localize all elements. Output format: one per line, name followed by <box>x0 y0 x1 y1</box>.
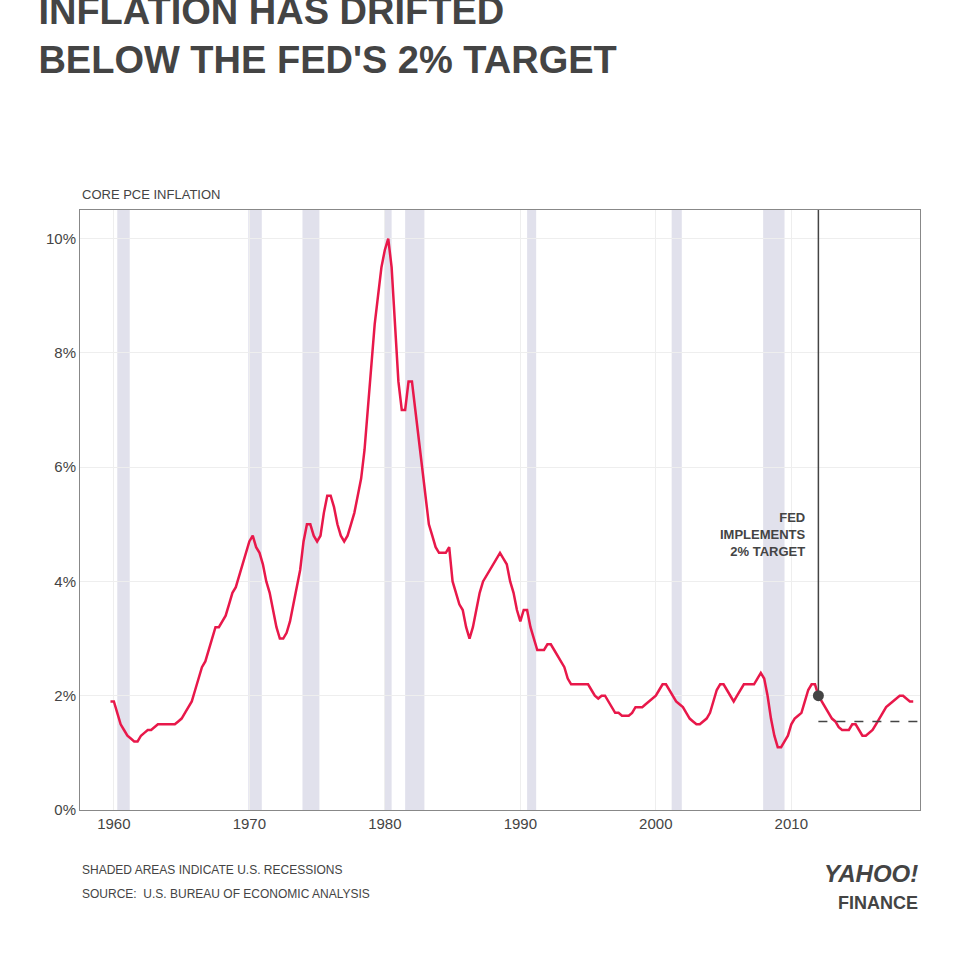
svg-text:1990: 1990 <box>504 815 537 832</box>
svg-text:0%: 0% <box>54 801 76 818</box>
svg-text:10%: 10% <box>46 230 76 247</box>
svg-text:FEDIMPLEMENTS2% TARGET: FEDIMPLEMENTS2% TARGET <box>720 510 806 559</box>
svg-text:SHADED AREAS INDICATE U.S. REC: SHADED AREAS INDICATE U.S. RECESSIONS <box>82 863 343 877</box>
svg-text:1960: 1960 <box>97 815 130 832</box>
svg-text:2000: 2000 <box>639 815 672 832</box>
svg-text:FINANCE: FINANCE <box>838 893 918 913</box>
svg-text:2010: 2010 <box>775 815 808 832</box>
svg-text:2%: 2% <box>54 687 76 704</box>
svg-text:1980: 1980 <box>368 815 401 832</box>
svg-text:8%: 8% <box>54 344 76 361</box>
svg-text:YAHOO!: YAHOO! <box>824 860 918 887</box>
svg-text:1970: 1970 <box>233 815 266 832</box>
svg-text:6%: 6% <box>54 458 76 475</box>
svg-text:CORE PCE INFLATION: CORE PCE INFLATION <box>82 187 220 202</box>
svg-text:INFLATION HAS DRIFTEDBELOW THE: INFLATION HAS DRIFTEDBELOW THE FED'S 2% … <box>38 0 616 81</box>
svg-text:SOURCE: U.S. BUREAU OF ECONOM: SOURCE: U.S. BUREAU OF ECONOMIC ANALYSIS <box>82 887 370 901</box>
svg-text:4%: 4% <box>54 573 76 590</box>
